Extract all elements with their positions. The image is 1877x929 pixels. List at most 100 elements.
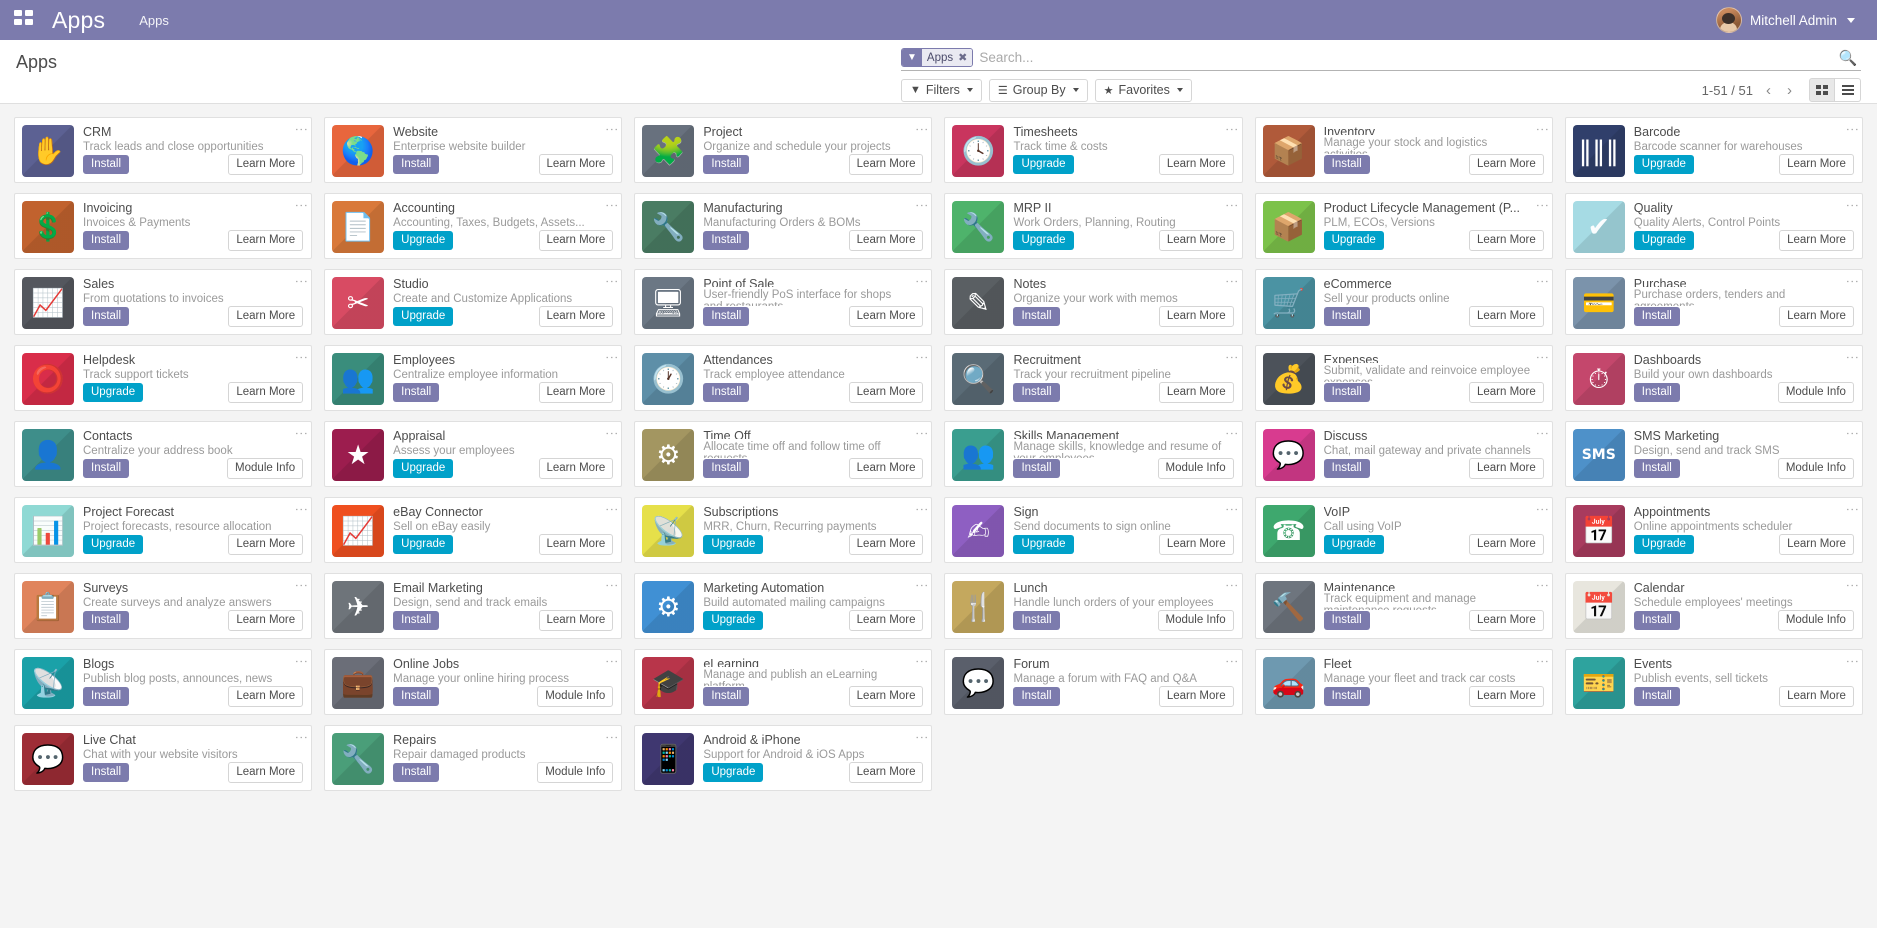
kanban-view-button[interactable] xyxy=(1809,78,1835,102)
card-kebab-menu-icon[interactable]: ⋮ xyxy=(1534,655,1550,668)
learn-more-button[interactable]: Learn More xyxy=(1468,458,1544,479)
app-card[interactable]: ⏱ Dashboards Build your own dashboards Inst… xyxy=(1564,345,1863,411)
app-card[interactable]: 🖥 Point of Sale User-friendly PoS interfac… xyxy=(634,269,933,335)
app-card[interactable]: 👤 Contacts Centralize your address book Ins… xyxy=(14,421,313,487)
card-kebab-menu-icon[interactable]: ⋮ xyxy=(294,123,310,136)
app-card[interactable]: 💬 Forum Manage a forum with FAQ and Q&A Ins… xyxy=(944,649,1243,715)
install-button[interactable]: Install xyxy=(703,231,750,250)
card-kebab-menu-icon[interactable]: ⋮ xyxy=(914,655,930,668)
search-facet-apps[interactable]: ▼ Apps ✖ xyxy=(901,48,974,67)
learn-more-button[interactable]: Learn More xyxy=(228,230,304,251)
card-kebab-menu-icon[interactable]: ⋮ xyxy=(604,123,620,136)
upgrade-button[interactable]: Upgrade xyxy=(1323,231,1384,250)
learn-more-button[interactable]: Learn More xyxy=(848,610,924,631)
card-kebab-menu-icon[interactable]: ⋮ xyxy=(604,275,620,288)
learn-more-button[interactable]: Learn More xyxy=(1158,534,1234,555)
app-card[interactable]: ✎ Notes Organize your work with memos Insta… xyxy=(944,269,1243,335)
app-card[interactable]: 📦 Product Lifecycle Management (P... PLM, … xyxy=(1254,193,1553,259)
app-card[interactable]: 🕓 Timesheets Track time & costs Upgrade Lear… xyxy=(944,117,1243,183)
upgrade-button[interactable]: Upgrade xyxy=(703,611,764,630)
pager-previous-button[interactable]: ‹ xyxy=(1766,81,1771,99)
learn-more-button[interactable]: Learn More xyxy=(848,762,924,783)
card-kebab-menu-icon[interactable]: ⋮ xyxy=(914,199,930,212)
learn-more-button[interactable]: Learn More xyxy=(1468,382,1544,403)
card-kebab-menu-icon[interactable]: ⋮ xyxy=(1844,503,1860,516)
card-kebab-menu-icon[interactable]: ⋮ xyxy=(1844,655,1860,668)
upgrade-button[interactable]: Upgrade xyxy=(1633,155,1694,174)
card-kebab-menu-icon[interactable]: ⋮ xyxy=(1534,199,1550,212)
card-kebab-menu-icon[interactable]: ⋮ xyxy=(1224,199,1240,212)
app-card[interactable]: 📡 Blogs Publish blog posts, announces, new… xyxy=(14,649,313,715)
card-kebab-menu-icon[interactable]: ⋮ xyxy=(294,351,310,364)
app-card[interactable]: 📈 Sales From quotations to invoices Install… xyxy=(14,269,313,335)
card-kebab-menu-icon[interactable]: ⋮ xyxy=(1844,579,1860,592)
learn-more-button[interactable]: Learn More xyxy=(538,458,614,479)
learn-more-button[interactable]: Learn More xyxy=(1158,686,1234,707)
module-info-button[interactable]: Module Info xyxy=(537,762,614,783)
app-card[interactable]: 🔍 Recruitment Track your recruitment pipel… xyxy=(944,345,1243,411)
upgrade-button[interactable]: Upgrade xyxy=(393,231,454,250)
app-card[interactable]: 🔧 MRP II Work Orders, Planning, Routing Upg… xyxy=(944,193,1243,259)
card-kebab-menu-icon[interactable]: ⋮ xyxy=(1224,655,1240,668)
upgrade-button[interactable]: Upgrade xyxy=(1013,155,1074,174)
install-button[interactable]: Install xyxy=(393,155,440,174)
install-button[interactable]: Install xyxy=(1633,611,1680,630)
install-button[interactable]: Install xyxy=(83,687,130,706)
learn-more-button[interactable]: Learn More xyxy=(1158,154,1234,175)
app-card[interactable]: 👥 Skills Management Manage skills, knowled… xyxy=(944,421,1243,487)
app-card[interactable]: ✔ Quality Quality Alerts, Control Points Up… xyxy=(1564,193,1863,259)
module-info-button[interactable]: Module Info xyxy=(1157,610,1234,631)
upgrade-button[interactable]: Upgrade xyxy=(393,535,454,554)
app-card[interactable]: 🕐 Attendances Track employee attendance Ins… xyxy=(634,345,933,411)
upgrade-button[interactable]: Upgrade xyxy=(1013,231,1074,250)
card-kebab-menu-icon[interactable]: ⋮ xyxy=(604,427,620,440)
learn-more-button[interactable]: Learn More xyxy=(228,154,304,175)
app-card[interactable]: ⚙ Time Off Allocate time off and follow ti… xyxy=(634,421,933,487)
card-kebab-menu-icon[interactable]: ⋮ xyxy=(914,503,930,516)
install-button[interactable]: Install xyxy=(1013,383,1060,402)
install-button[interactable]: Install xyxy=(703,155,750,174)
upgrade-button[interactable]: Upgrade xyxy=(83,535,144,554)
learn-more-button[interactable]: Learn More xyxy=(848,458,924,479)
card-kebab-menu-icon[interactable]: ⋮ xyxy=(294,579,310,592)
learn-more-button[interactable]: Learn More xyxy=(848,230,924,251)
install-button[interactable]: Install xyxy=(1323,459,1370,478)
app-card[interactable]: 📱 Android & iPhone Support for Android & i… xyxy=(634,725,933,791)
install-button[interactable]: Install xyxy=(1323,383,1370,402)
user-menu[interactable]: Mitchell Admin xyxy=(1715,7,1863,33)
card-kebab-menu-icon[interactable]: ⋮ xyxy=(1844,199,1860,212)
upgrade-button[interactable]: Upgrade xyxy=(393,307,454,326)
card-kebab-menu-icon[interactable]: ⋮ xyxy=(1534,503,1550,516)
upgrade-button[interactable]: Upgrade xyxy=(1323,535,1384,554)
learn-more-button[interactable]: Learn More xyxy=(538,154,614,175)
install-button[interactable]: Install xyxy=(1633,383,1680,402)
groupby-dropdown[interactable]: ☰ Group By xyxy=(988,78,1088,102)
filters-dropdown[interactable]: ▼ Filters xyxy=(901,78,982,102)
search-view[interactable]: ▼ Apps ✖ xyxy=(901,46,1835,71)
learn-more-button[interactable]: Learn More xyxy=(228,382,304,403)
card-kebab-menu-icon[interactable]: ⋮ xyxy=(1844,275,1860,288)
learn-more-button[interactable]: Learn More xyxy=(848,382,924,403)
learn-more-button[interactable]: Learn More xyxy=(1779,154,1854,175)
learn-more-button[interactable]: Learn More xyxy=(538,306,614,327)
pager-next-button[interactable]: › xyxy=(1787,81,1792,99)
card-kebab-menu-icon[interactable]: ⋮ xyxy=(1844,123,1860,136)
app-card[interactable]: 📅 Calendar Schedule employees' meetings Ins… xyxy=(1564,573,1863,639)
navbar-menu-apps[interactable]: Apps xyxy=(139,12,169,28)
install-button[interactable]: Install xyxy=(1633,307,1680,326)
learn-more-button[interactable]: Learn More xyxy=(1158,230,1234,251)
search-input[interactable] xyxy=(979,50,1835,65)
app-card[interactable]: 📦 Inventory Manage your stock and logistic… xyxy=(1254,117,1553,183)
learn-more-button[interactable]: Learn More xyxy=(1468,686,1544,707)
card-kebab-menu-icon[interactable]: ⋮ xyxy=(1534,351,1550,364)
learn-more-button[interactable]: Learn More xyxy=(1158,306,1234,327)
module-info-button[interactable]: Module Info xyxy=(537,686,614,707)
card-kebab-menu-icon[interactable]: ⋮ xyxy=(1534,579,1550,592)
install-button[interactable]: Install xyxy=(393,687,440,706)
app-card[interactable]: 💼 Online Jobs Manage your online hiring pr… xyxy=(324,649,623,715)
upgrade-button[interactable]: Upgrade xyxy=(1633,231,1694,250)
learn-more-button[interactable]: Learn More xyxy=(228,534,304,555)
app-card[interactable]: 💲 Invoicing Invoices & Payments Install Lear… xyxy=(14,193,313,259)
favorites-dropdown[interactable]: ★ Favorites xyxy=(1094,78,1192,102)
